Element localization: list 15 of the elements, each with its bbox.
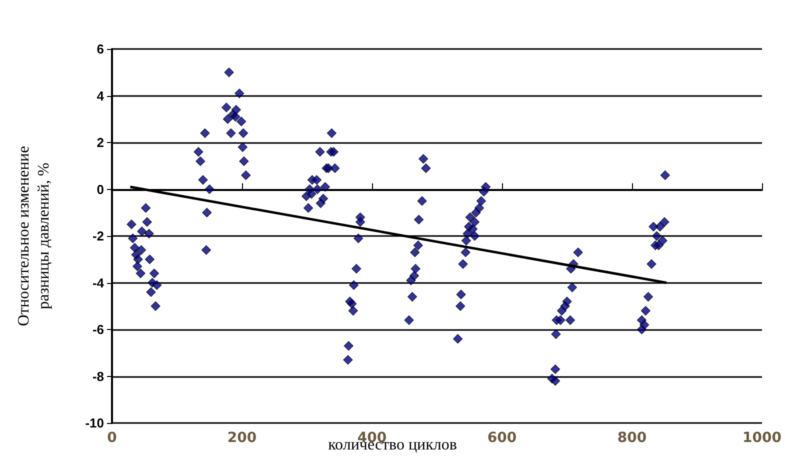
y-tick-label: 2 xyxy=(96,135,104,150)
y-tick-label: -2 xyxy=(92,228,104,244)
x-tick-label: 600 xyxy=(487,430,517,446)
x-tick-label: 200 xyxy=(227,430,257,446)
x-tick-label: 1000 xyxy=(742,430,782,446)
y-tick-label: 0 xyxy=(96,182,104,197)
y-tick-label: 4 xyxy=(96,88,105,104)
x-tick-label: 800 xyxy=(617,430,647,446)
y-tick-label: -10 xyxy=(85,416,104,430)
x-tick-label: 0 xyxy=(107,430,118,446)
y-axis-title: Относительное изменение разницы давлений, % xyxy=(16,146,52,326)
y-tick-label: -6 xyxy=(92,322,104,337)
y-tick-label: -8 xyxy=(92,368,104,384)
y-tick-label: -4 xyxy=(92,275,105,290)
y-tick-label: 6 xyxy=(96,42,104,56)
